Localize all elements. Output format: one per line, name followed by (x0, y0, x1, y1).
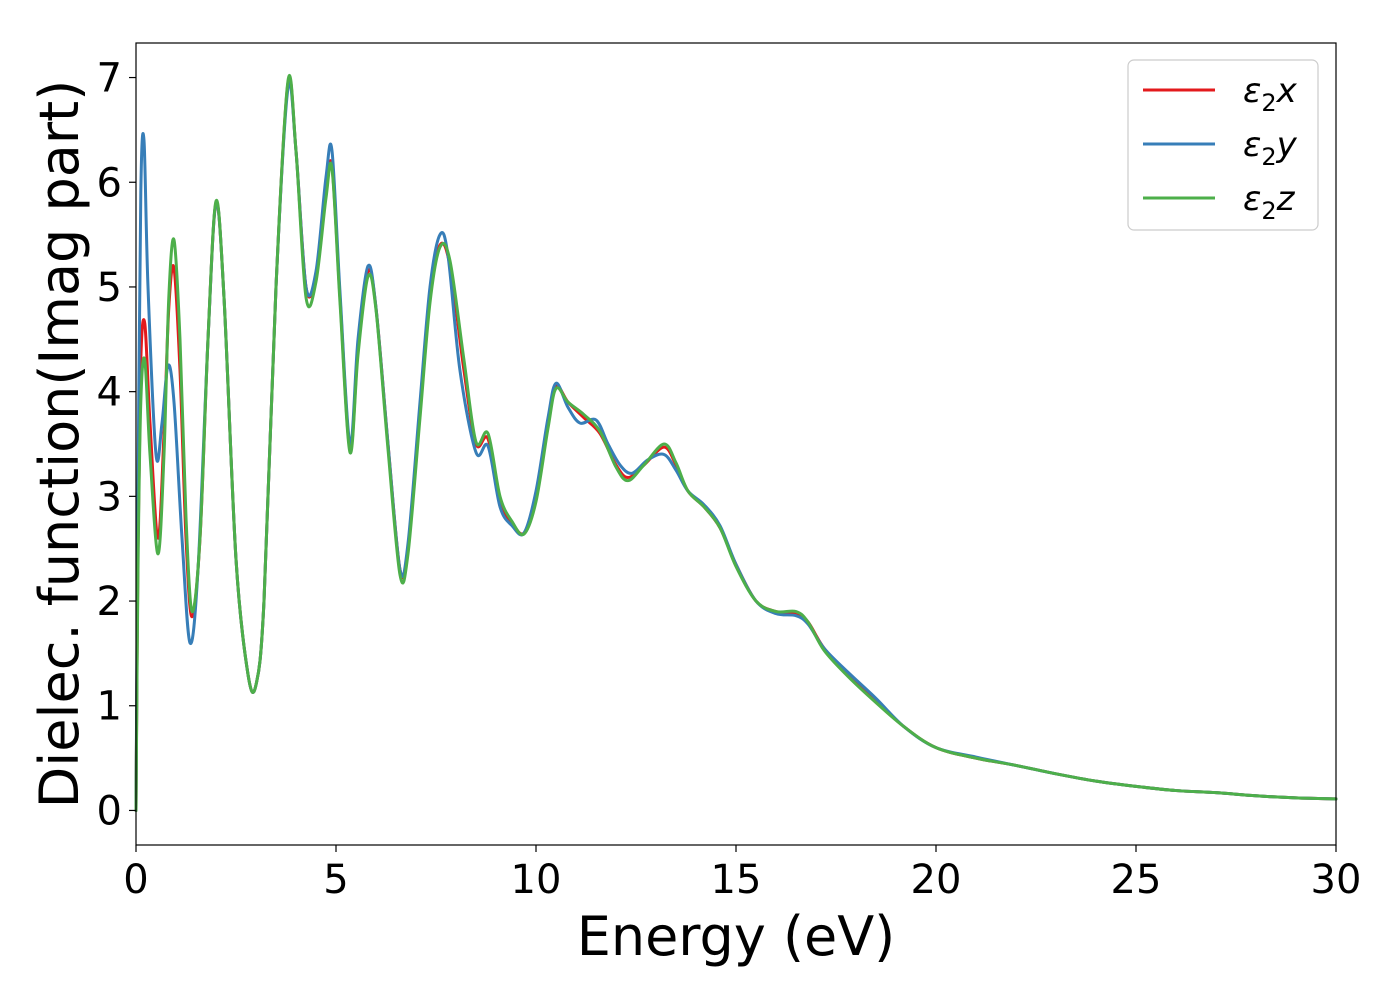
y-tick-label: 1 (97, 684, 122, 730)
series-layer (134, 74, 1338, 812)
y-tick-label: 3 (97, 474, 122, 520)
y-tick-label: 0 (97, 788, 122, 834)
x-tick-label: 20 (911, 857, 962, 903)
x-tick-label: 0 (123, 857, 148, 903)
series-line-z (134, 74, 1338, 812)
y-tick-label: 2 (97, 579, 122, 625)
legend-label-y: ε2y (1243, 125, 1298, 171)
x-tick-label: 10 (511, 857, 562, 903)
x-tick-label: 25 (1111, 857, 1162, 903)
legend-box (1127, 59, 1319, 231)
y-tick-label: 4 (97, 370, 122, 416)
y-tick-label: 7 (97, 56, 122, 102)
x-axis-ticks: 0 5 10 15 20 25 30 (123, 845, 1361, 903)
legend: ε2x ε2y ε2z (1127, 59, 1319, 231)
x-tick-label: 15 (711, 857, 762, 903)
y-axis-label: Dielec. function(Imag part) (28, 80, 91, 809)
x-axis-label: Energy (eV) (577, 905, 896, 968)
y-tick-label: 6 (97, 160, 122, 206)
legend-label-z: ε2z (1243, 179, 1296, 225)
y-tick-label: 5 (97, 265, 122, 311)
legend-label-x: ε2x (1243, 71, 1298, 117)
x-tick-label: 5 (323, 857, 348, 903)
y-axis-ticks: 0 1 2 3 4 5 6 7 (97, 56, 136, 834)
x-tick-label: 30 (1311, 857, 1362, 903)
